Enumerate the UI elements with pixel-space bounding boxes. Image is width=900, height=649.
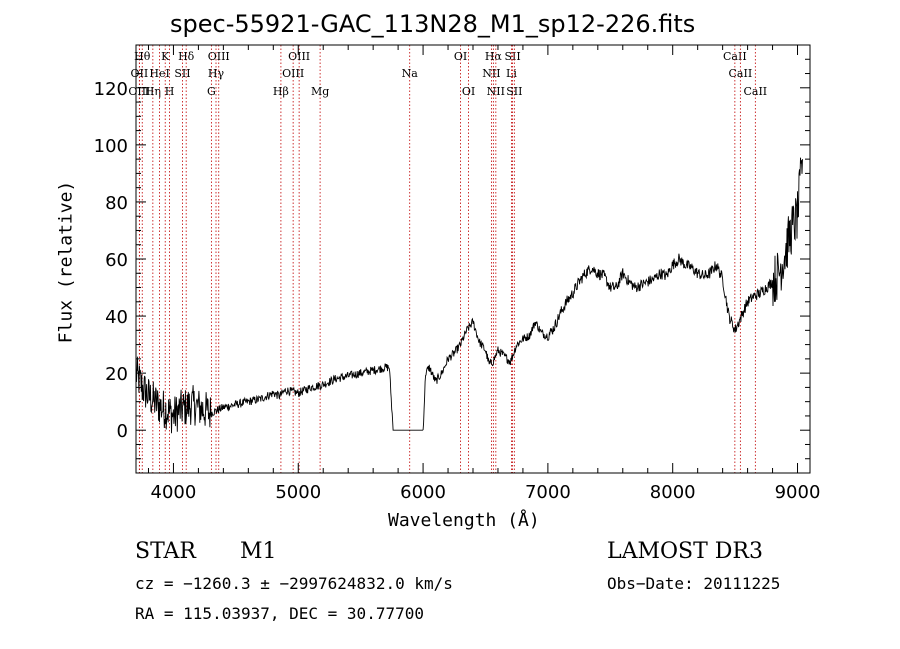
line-label-21: NII (487, 85, 505, 98)
y-tick-label-3: 60 (105, 250, 128, 271)
coordinates: RA = 115.03937, DEC = 30.77700 (135, 604, 424, 623)
line-label-20: Hα (485, 50, 503, 63)
x-tick-label-4: 8000 (650, 482, 696, 503)
line-label-11: OIII (208, 50, 230, 63)
line-label-10: Hγ (208, 67, 225, 80)
object-subclass: M1 (240, 539, 277, 564)
x-tick-label-3: 7000 (525, 482, 571, 503)
spectrum-series (135, 157, 803, 434)
line-label-5: K (161, 50, 170, 63)
line-label-27: CaII (743, 85, 767, 98)
y-tick-label-5: 100 (94, 136, 128, 157)
line-label-16: Na (402, 67, 419, 80)
chart-title: spec-55921-GAC_113N28_M1_sp12-226.fits (170, 10, 696, 38)
line-label-3: Hη (145, 85, 161, 98)
x-tick-label-2: 6000 (400, 482, 446, 503)
y-tick-label-2: 40 (105, 307, 128, 328)
x-tick-label-0: 4000 (151, 482, 197, 503)
line-label-7: SII (174, 67, 190, 80)
line-label-12: Hβ (273, 85, 289, 98)
y-axis-label: Flux (relative) (55, 180, 77, 344)
y-tick-label-6: 120 (94, 79, 128, 100)
line-label-8: Hδ (178, 50, 195, 63)
line-label-23: SII (504, 50, 520, 63)
object-class: STAR (135, 539, 196, 564)
line-label-19: NII (482, 67, 500, 80)
line-label-14: OIII (288, 50, 310, 63)
y-tick-label-4: 80 (105, 193, 128, 214)
observation-date: Obs−Date: 20111225 (607, 574, 781, 593)
line-label-25: CaII (723, 50, 747, 63)
survey-name: LAMOST DR3 (607, 539, 763, 564)
line-label-18: OI (462, 85, 475, 98)
x-tick-label-5: 9000 (775, 482, 821, 503)
line-label-9: G (207, 85, 216, 98)
line-label-22: Li (506, 67, 517, 80)
x-axis-label: Wavelength (Å) (388, 510, 540, 531)
plot-axes: 4000 5000 6000 7000 8000 9000 0 20 40 60 80 100 120 (94, 44, 821, 503)
line-label-13: OIII (282, 67, 304, 80)
line-label-6: H (165, 85, 175, 98)
line-label-24: SII (506, 85, 522, 98)
line-label-0: Hθ (134, 50, 151, 63)
y-tick-label-1: 20 (105, 364, 128, 385)
x-tick-label-1: 5000 (275, 482, 321, 503)
redshift-info: cz = −1260.3 ± −2997624832.0 km/s (135, 574, 453, 593)
plot-frame (135, 44, 811, 474)
y-tick-label-0: 0 (117, 421, 128, 442)
line-label-26: CaII (729, 67, 753, 80)
spectrum-line-0 (135, 157, 803, 434)
line-label-15: Mg (311, 85, 329, 98)
line-label-17: OI (454, 50, 467, 63)
line-label-4: HeI (149, 67, 169, 80)
